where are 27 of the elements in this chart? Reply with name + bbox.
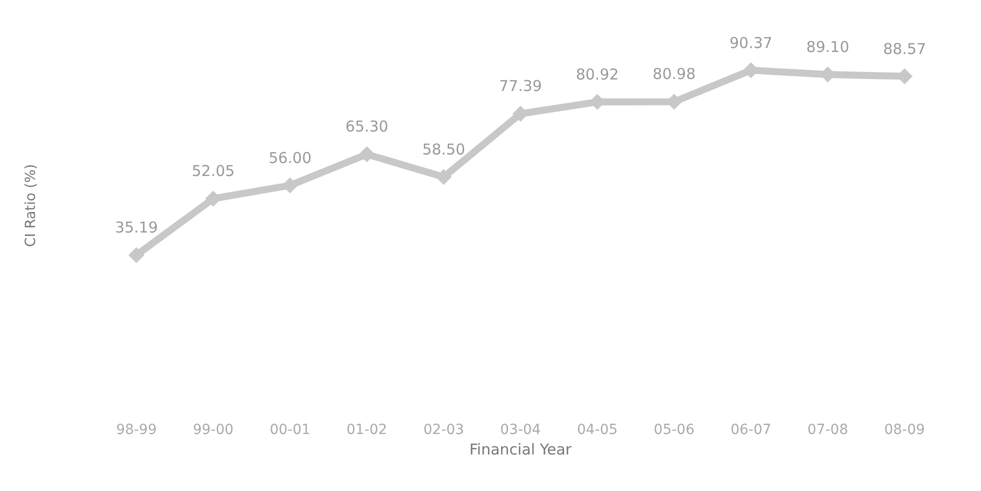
data-label: 77.39 — [499, 77, 542, 96]
y-axis-title: CI Ratio (%) — [23, 164, 39, 247]
data-label: 89.10 — [806, 38, 850, 56]
x-tick-label: 07-08 — [807, 422, 848, 438]
x-tick-label: 02-03 — [423, 422, 464, 438]
point — [128, 247, 144, 264]
data-label: 58.50 — [422, 140, 466, 159]
x-axis-title: Financial Year — [469, 440, 572, 458]
x-tick-label: 06-07 — [730, 422, 772, 438]
data-label: 56.00 — [268, 148, 312, 167]
data-label: 90.37 — [729, 34, 772, 52]
x-tick-label: 99-00 — [192, 422, 234, 438]
data-label: 35.19 — [114, 218, 158, 237]
point — [358, 146, 375, 162]
x-tick-label: 00-01 — [270, 422, 310, 438]
x-tick-label: 04-05 — [576, 422, 618, 438]
x-tick-label: 08-09 — [884, 422, 925, 438]
data-label: 80.92 — [576, 65, 619, 84]
data-label: 80.98 — [652, 65, 696, 84]
point — [436, 169, 452, 186]
x-tick-label: 98-99 — [116, 422, 157, 438]
x-tick-label: 01-02 — [346, 422, 388, 438]
data-label: 65.30 — [345, 118, 388, 136]
data-label: 52.05 — [192, 162, 235, 180]
x-tick-label: 05-06 — [654, 422, 695, 438]
x-tick-label: 03-04 — [500, 422, 541, 438]
data-label: 88.57 — [883, 40, 926, 58]
